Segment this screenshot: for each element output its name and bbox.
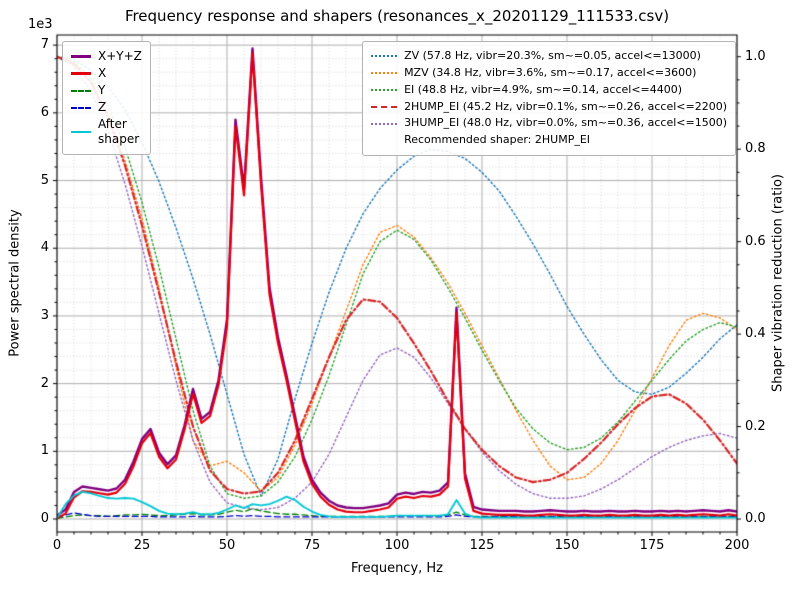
legend-entry-label: After shaper xyxy=(98,117,140,146)
y-axis-label-right: Shaper vibration reduction (ratio) xyxy=(770,174,786,392)
x-tick-label: 150 xyxy=(554,538,580,553)
z-line-sample xyxy=(71,106,91,109)
x-tick-label: 125 xyxy=(469,538,495,553)
xyz-line-sample xyxy=(71,55,91,58)
legend-entry-label: X+Y+Z xyxy=(98,49,142,63)
legend-entry-label: X xyxy=(98,66,107,80)
psd-legend: X+Y+Z X Y Z After shaper xyxy=(62,41,151,155)
x-tick-label: 75 xyxy=(303,538,321,553)
legend-entry-label: Z xyxy=(98,100,107,114)
y-line-sample xyxy=(71,89,91,92)
legend-entry-x: X xyxy=(71,66,142,81)
y-tick-label-right: 0.4 xyxy=(745,326,766,342)
2hump_ei-line-sample xyxy=(371,105,398,108)
x-tick-label: 50 xyxy=(218,538,236,553)
y-tick-label-right: 0.8 xyxy=(745,141,766,157)
legend-entry-3hump_ei: 3HUMP_EI (48.0 Hz, vibr=0.0%, sm~=0.36, … xyxy=(371,116,727,131)
legend-entry-label: 2HUMP_EI (45.2 Hz, vibr=0.1%, sm~=0.26, … xyxy=(404,99,727,113)
x-tick-label: 175 xyxy=(639,538,665,553)
x-tick-label: 200 xyxy=(724,538,750,553)
legend-entry-2hump_ei: 2HUMP_EI (45.2 Hz, vibr=0.1%, sm~=0.26, … xyxy=(371,100,727,115)
mzv-line-sample xyxy=(371,72,398,75)
legend-entry-z: Z xyxy=(71,100,142,115)
legend-entry-label: ZV (57.8 Hz, vibr=20.3%, sm~=0.05, accel… xyxy=(404,49,701,62)
legend-entry-ei: EI (48.8 Hz, vibr=4.9%, sm~=0.14, accel<… xyxy=(371,83,727,98)
y-tick-label-left: 5 xyxy=(40,172,49,188)
y-tick-label-right: 1.0 xyxy=(745,48,766,64)
x-tick-label: 0 xyxy=(52,538,62,553)
legend-entry-label: 3HUMP_EI (48.0 Hz, vibr=0.0%, sm~=0.36, … xyxy=(404,116,727,130)
x-tick-label: 25 xyxy=(133,538,151,553)
recommended-shaper-label: Recommended shaper: 2HUMP_EI xyxy=(404,133,591,147)
legend-entry-zv: ZV (57.8 Hz, vibr=20.3%, sm~=0.05, accel… xyxy=(371,49,727,64)
y-tick-label-left: 6 xyxy=(40,104,49,120)
y-tick-label-left: 1 xyxy=(40,443,49,459)
y-tick-label-left: 2 xyxy=(40,375,49,391)
y-tick-label-right: 0.6 xyxy=(745,233,766,249)
y-tick-label-left: 3 xyxy=(40,307,49,323)
legend-entry-label: Y xyxy=(98,83,106,97)
y-tick-label-left: 0 xyxy=(40,511,49,526)
zv-line-sample xyxy=(371,55,398,58)
legend-entry-y: Y xyxy=(71,83,142,98)
3hump_ei-line-sample xyxy=(371,122,398,125)
legend-entry-label: EI (48.8 Hz, vibr=4.9%, sm~=0.14, accel<… xyxy=(404,82,683,96)
after-shaper-line-sample xyxy=(71,131,91,133)
ei-line-sample xyxy=(371,89,398,92)
y-axis-label-left: Power spectral density xyxy=(7,209,23,357)
y-tick-label-right: 0.0 xyxy=(745,511,766,527)
x-line-sample xyxy=(71,72,91,75)
shaper-legend: ZV (57.8 Hz, vibr=20.3%, sm~=0.05, accel… xyxy=(362,41,736,157)
legend-entry-after-shaper: After shaper xyxy=(71,117,142,147)
chart-title: Frequency response and shapers (resonanc… xyxy=(124,7,670,25)
x-tick-label: 100 xyxy=(384,538,410,553)
recommended-shaper-note: Recommended shaper: 2HUMP_EI xyxy=(371,133,727,148)
legend-entry-label: MZV (34.8 Hz, vibr=3.6%, sm~=0.17, accel… xyxy=(404,65,697,79)
y-tick-label-left: 4 xyxy=(40,240,49,256)
legend-entry-mzv: MZV (34.8 Hz, vibr=3.6%, sm~=0.17, accel… xyxy=(371,66,727,81)
y-axis-offset-label: 1e3 xyxy=(28,17,53,32)
legend-entry-xyz: X+Y+Z xyxy=(71,49,142,64)
y-tick-label-left: 7 xyxy=(40,37,49,53)
y-tick-label-right: 0.2 xyxy=(745,418,766,434)
x-axis-label: Frequency, Hz xyxy=(350,561,444,576)
